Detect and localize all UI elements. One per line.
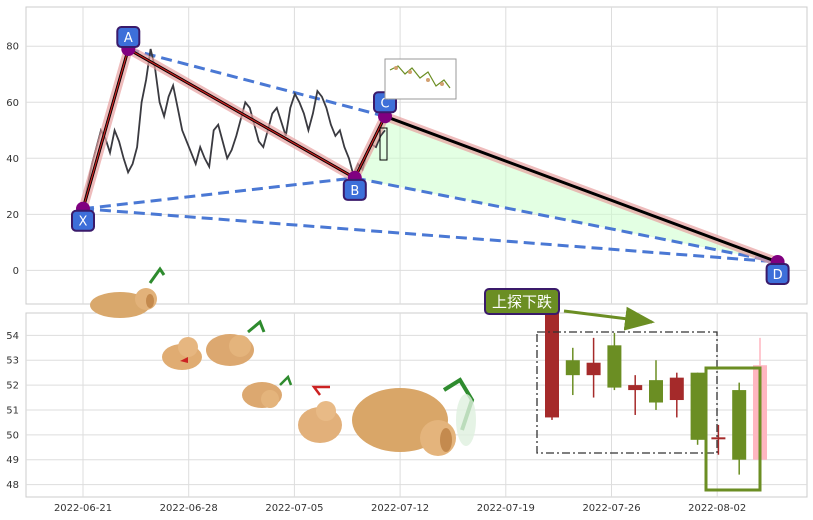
bottom-y-tick-label: 53 — [6, 356, 19, 367]
dashed-line-xd — [82, 207, 778, 264]
x-tick-label: 2022-07-26 — [582, 503, 640, 514]
candle-body — [649, 380, 663, 403]
point-label-box-b — [342, 178, 367, 201]
annotation-group: 上探下跌 — [484, 288, 655, 331]
inset-thumbnail — [384, 58, 457, 100]
decorative-puppy-stickers — [90, 266, 476, 456]
top-y-tick-label: 60 — [6, 98, 19, 109]
candle-body — [586, 362, 601, 376]
point-label-a: A — [124, 31, 133, 46]
point-label-box-a — [116, 26, 141, 49]
candle-body — [628, 385, 643, 391]
point-label-b: B — [350, 184, 359, 199]
leg-line — [384, 114, 779, 264]
top-y-tick-label: 20 — [6, 210, 19, 221]
annotation-arrow — [563, 306, 655, 331]
candle-body — [690, 372, 705, 440]
dashed-line-xb — [82, 176, 355, 211]
candle-body — [545, 308, 559, 418]
bottom-y-tick-label: 50 — [6, 430, 19, 441]
x-tick-label: 2022-07-05 — [265, 503, 323, 514]
candle-body — [565, 360, 580, 376]
x-tick-label: 2022-07-12 — [371, 503, 429, 514]
selection-box-green — [704, 366, 762, 492]
candle-body — [669, 377, 684, 401]
candle-body — [711, 437, 726, 440]
bottom-y-tick-label: 49 — [6, 455, 19, 466]
leg-inner — [82, 48, 129, 209]
top-y-ticks: 0 20 40 60 80 — [6, 42, 19, 277]
dashed-line-ac — [127, 47, 386, 118]
bottom-y-ticks: 48 49 50 51 52 53 54 — [6, 331, 19, 491]
x-axis-ticks: 2022-06-21 2022-06-28 2022-07-05 2022-07-12… — [54, 503, 746, 514]
pattern-dashed-lines — [82, 47, 778, 264]
top-y-tick-label: 80 — [6, 42, 19, 53]
price-line — [82, 48, 386, 209]
bottom-y-tick-label: 48 — [6, 480, 19, 491]
bottom-y-tick-label: 51 — [6, 405, 19, 416]
candle-body — [732, 390, 747, 460]
x-tick-label: 2022-07-19 — [477, 503, 535, 514]
pattern-legs — [78, 44, 783, 267]
annotation-label: 上探下跌 — [492, 293, 552, 311]
point-label-c: C — [380, 96, 389, 111]
x-tick-label: 2022-06-21 — [54, 503, 112, 514]
selection-box-dashdot — [536, 331, 718, 454]
point-label-x: X — [79, 215, 88, 230]
bottom-y-tick-label: 54 — [6, 331, 19, 342]
top-y-tick-label: 0 — [13, 266, 19, 277]
x-tick-label: 2022-06-28 — [160, 503, 218, 514]
inset-marker — [379, 127, 388, 161]
point-label-box-d — [765, 262, 790, 285]
point-label-d: D — [773, 268, 783, 283]
annotation-box — [484, 288, 560, 315]
candle-body — [607, 345, 622, 388]
point-label-box-x — [71, 209, 95, 232]
bottom-y-tick-label: 52 — [6, 381, 19, 392]
x-tick-label: 2022-08-02 — [688, 503, 746, 514]
leg-inner — [128, 48, 356, 179]
dashed-line-bd — [354, 176, 778, 264]
leg-inner — [354, 116, 386, 179]
price-line-layer — [82, 48, 386, 209]
top-y-tick-label: 40 — [6, 154, 19, 165]
